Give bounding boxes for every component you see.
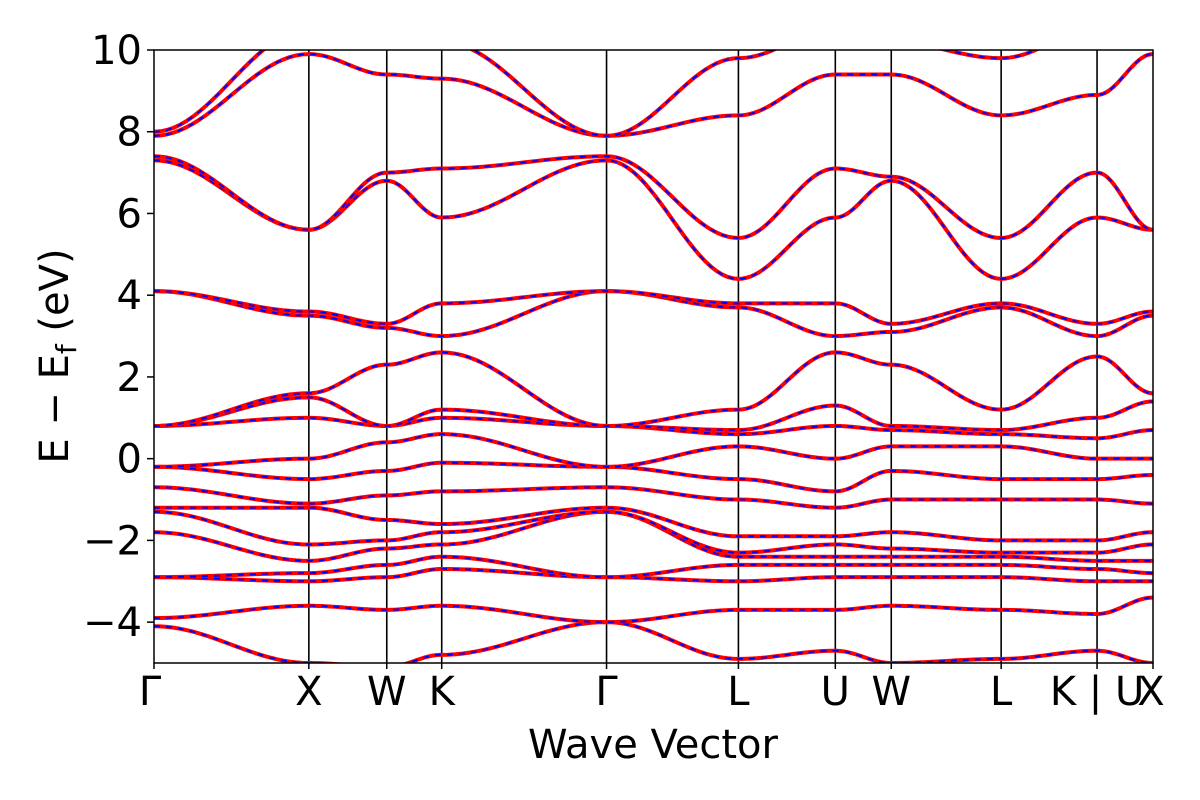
x-tick-label: X	[295, 669, 322, 715]
x-tick-label: L	[727, 669, 750, 715]
band-line-13	[154, 289, 1153, 339]
band-line-dashed-14	[154, 290, 1153, 325]
band-line-7	[154, 485, 1153, 510]
band-line-dashed-3	[154, 555, 1153, 579]
band-line-dashed-12	[154, 351, 1153, 427]
band-line-16	[154, 154, 1153, 240]
y-tick-label: 0	[117, 437, 142, 483]
band-line-17	[154, 52, 1153, 138]
y-tick-label: 8	[117, 110, 142, 156]
y-axis-title-sub: f	[50, 343, 83, 354]
band-line-dashed-7	[154, 486, 1153, 509]
y-axis-title-unit: (eV)	[32, 248, 78, 344]
x-tick-label: W	[367, 669, 407, 715]
x-tick-label: Γ	[139, 669, 162, 715]
x-tick-label: W	[871, 669, 911, 715]
x-tick-label: K | U	[1050, 669, 1144, 715]
band-line-12	[154, 350, 1153, 428]
band-line-18	[154, 50, 1041, 138]
band-line-dashed-16	[154, 155, 1153, 239]
band-line-dashed-11	[154, 396, 1153, 432]
x-tick-label: K	[429, 669, 457, 715]
band-line-dashed-5	[154, 510, 1153, 554]
band-line-0	[154, 620, 1153, 663]
y-tick-label: 4	[117, 273, 142, 319]
x-tick-label: U	[821, 669, 850, 715]
x-axis-title: Wave Vector	[528, 722, 779, 768]
band-line-dashed-0	[154, 621, 1153, 663]
band-line-5	[154, 509, 1153, 555]
band-line-dashed-13	[154, 290, 1153, 338]
x-tick-label: L	[990, 669, 1013, 715]
band-line-8	[154, 460, 1153, 494]
x-tick-label: Γ	[595, 669, 618, 715]
band-line-dashed-17	[154, 53, 1153, 137]
y-axis-ticks: −4 −2 0 2 4 6 8 10	[83, 28, 154, 646]
band-line-dashed-10	[154, 416, 1153, 440]
y-tick-label: −2	[83, 518, 142, 564]
band-line-dashed-9	[154, 433, 1153, 468]
band-line-dashed-15	[154, 159, 1153, 280]
y-tick-label: −4	[83, 600, 142, 646]
y-tick-label: 6	[117, 191, 142, 237]
band-lines	[154, 50, 1153, 663]
band-line-dashed-4	[154, 510, 1153, 562]
band-line-dashed-1	[154, 596, 1153, 624]
y-axis-title: E − Ef (eV)	[32, 248, 83, 463]
y-tick-label: 10	[91, 28, 142, 74]
y-axis-title-main: E − E	[32, 354, 78, 464]
band-line-dashed-6	[154, 506, 1153, 542]
plot-frame	[153, 49, 1154, 664]
band-line-dashed-8	[154, 461, 1153, 493]
x-tick-label: X	[1137, 669, 1164, 715]
y-tick-label: 2	[117, 355, 142, 401]
band-line-11	[154, 395, 1153, 433]
band-line-dashed-2	[154, 568, 1153, 583]
band-line-dashed-18	[154, 50, 1039, 137]
